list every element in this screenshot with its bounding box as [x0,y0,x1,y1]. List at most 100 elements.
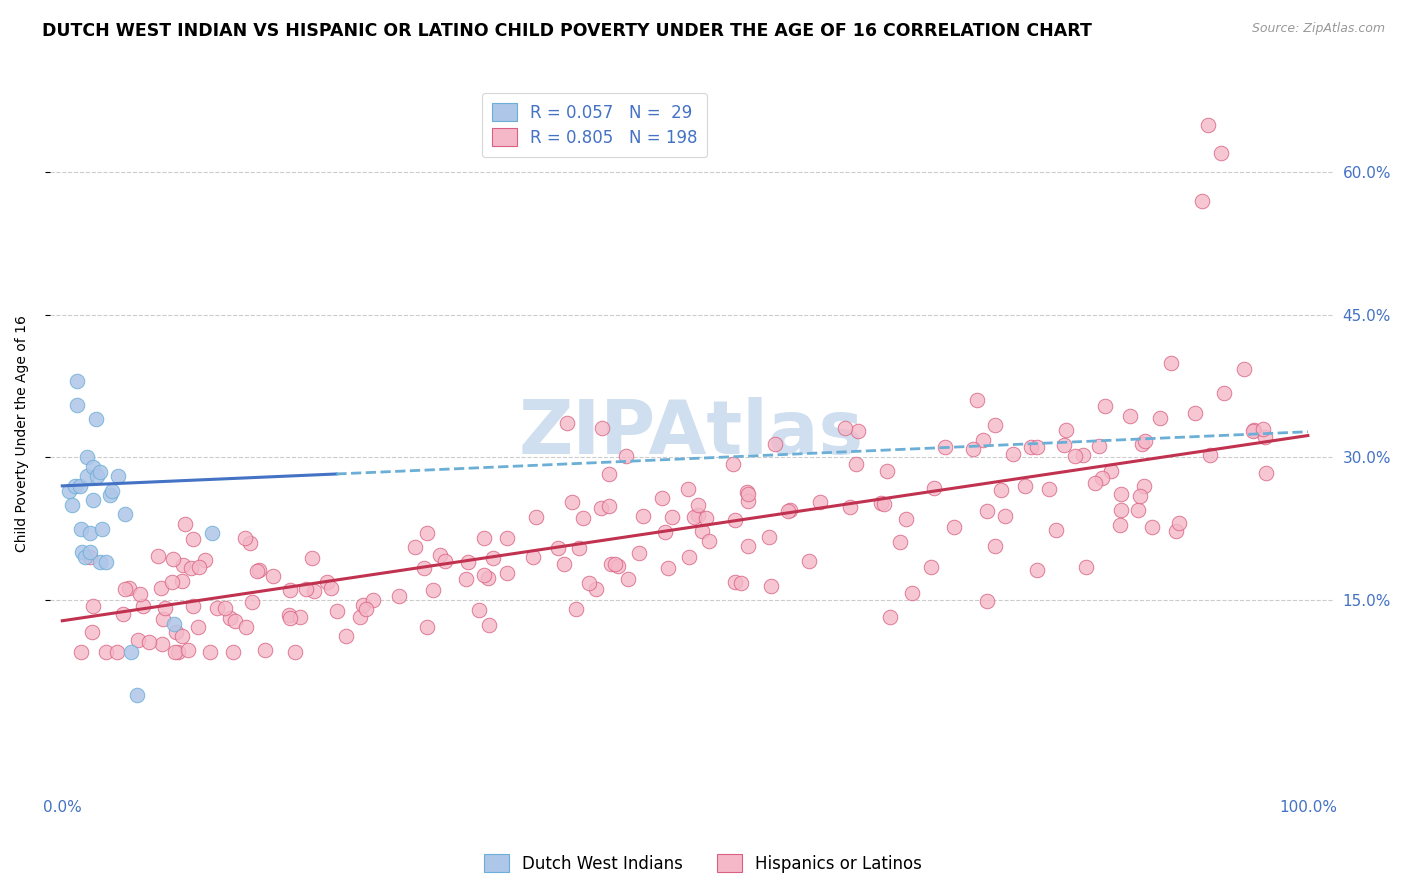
Point [1128,503,1150,517]
Point [1130,437,1153,451]
Point [193,553,215,567]
Point [174,516,197,531]
Point [873,497,896,511]
Text: ZIPAtlas: ZIPAtlas [519,397,863,470]
Point [167,645,190,659]
Point [315,574,337,589]
Point [468,603,491,617]
Point [585,582,607,597]
Point [599,558,621,572]
Point [58,483,80,498]
Point [456,572,478,586]
Point [335,629,357,643]
Point [482,551,505,566]
Point [735,484,758,499]
Point [79,545,101,559]
Point [177,642,200,657]
Point [1133,434,1156,449]
Point [69,479,91,493]
Point [1071,448,1094,462]
Point [412,560,434,574]
Point [879,610,901,624]
Point [1108,517,1130,532]
Point [876,464,898,478]
Point [1251,422,1274,436]
Point [1094,399,1116,413]
Point [187,560,209,574]
Legend: Dutch West Indians, Hispanics or Latinos: Dutch West Indians, Hispanics or Latinos [478,847,928,880]
Point [474,568,496,582]
Point [1054,423,1077,437]
Point [152,612,174,626]
Point [724,575,747,590]
Point [496,531,519,545]
Point [180,561,202,575]
Point [676,482,699,496]
Point [162,574,184,589]
Point [187,620,209,634]
Point [70,545,93,559]
Point [302,583,325,598]
Point [737,540,759,554]
Point [404,541,426,555]
Point [678,549,700,564]
Point [1014,479,1036,493]
Point [416,620,439,634]
Point [966,392,988,407]
Point [219,611,242,625]
Point [301,550,323,565]
Point [994,508,1017,523]
Point [690,524,713,538]
Point [82,599,104,614]
Point [69,645,91,659]
Point [990,483,1012,497]
Point [79,549,101,564]
Point [181,599,204,613]
Point [763,437,786,451]
Point [614,449,637,463]
Point [170,629,193,643]
Point [1053,437,1076,451]
Point [70,522,93,536]
Point [972,433,994,447]
Point [1038,482,1060,496]
Point [737,494,759,508]
Point [114,508,136,522]
Point [889,534,911,549]
Point [262,569,284,583]
Point [356,602,378,616]
Point [1191,194,1213,208]
Point [73,550,96,565]
Point [723,513,745,527]
Point [76,469,98,483]
Point [132,599,155,613]
Point [101,483,124,498]
Point [688,498,710,512]
Point [89,465,111,479]
Point [120,645,142,659]
Point [278,608,301,623]
Point [235,620,257,634]
Point [91,522,114,536]
Point [288,610,311,624]
Point [172,558,194,572]
Point [352,599,374,613]
Point [730,575,752,590]
Point [224,614,246,628]
Point [457,556,479,570]
Point [1243,423,1265,437]
Point [962,442,984,456]
Point [565,602,588,616]
Point [1025,440,1047,454]
Point [388,590,411,604]
Point [1149,410,1171,425]
Point [66,375,89,389]
Point [598,467,620,481]
Point [422,582,444,597]
Point [1109,487,1132,501]
Point [82,493,104,508]
Point [321,581,343,595]
Point [433,554,456,568]
Point [605,558,627,572]
Point [920,560,942,574]
